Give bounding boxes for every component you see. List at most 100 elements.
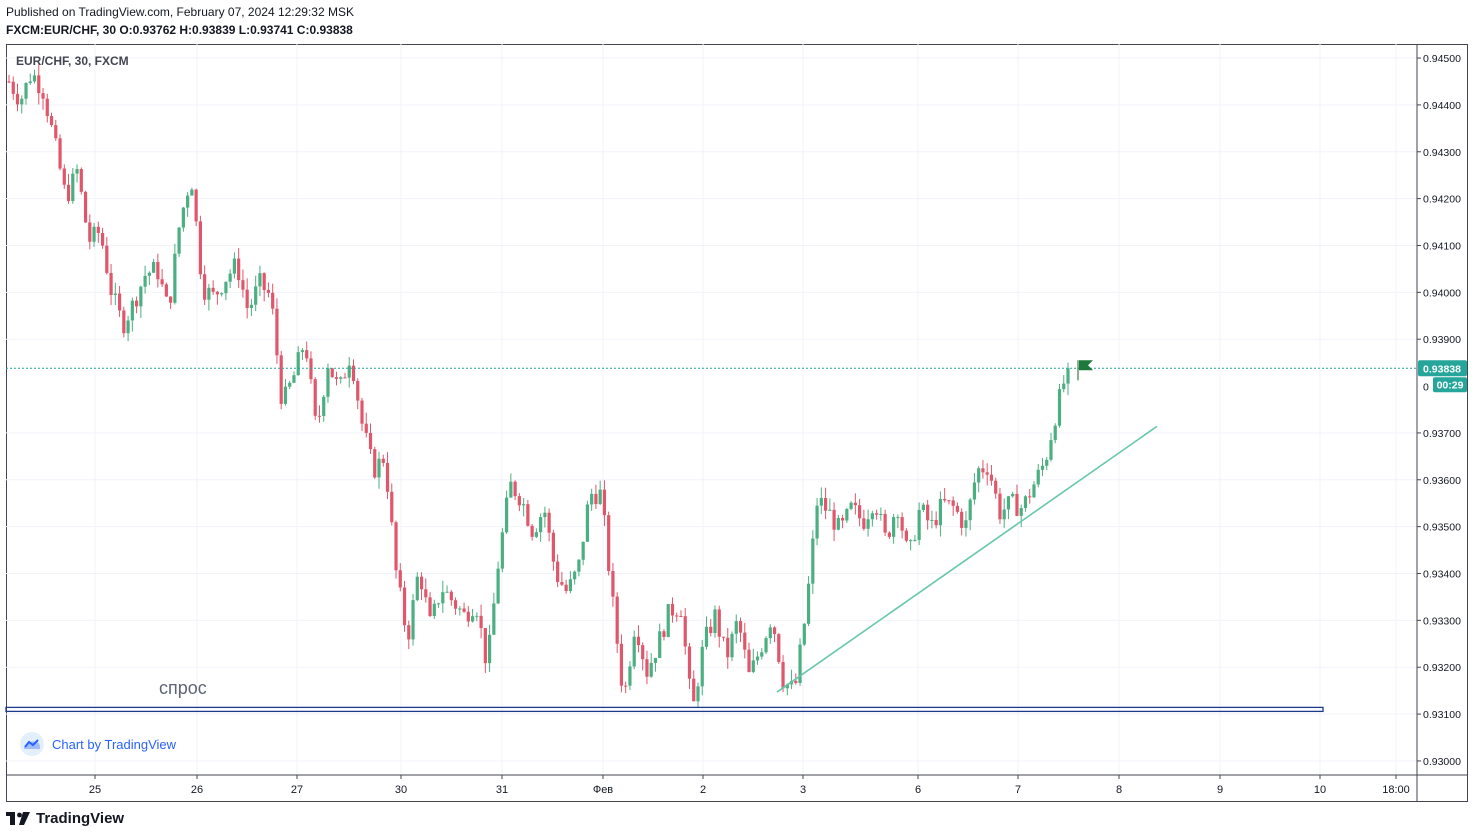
x-tick-label: 7 <box>1015 784 1021 796</box>
candle-body <box>402 587 407 626</box>
candle-body <box>909 540 913 542</box>
candle-body <box>407 625 411 640</box>
candle-body <box>62 168 66 185</box>
candle-body <box>15 93 20 105</box>
candle-body <box>696 686 700 702</box>
candle-body <box>968 499 972 521</box>
candle-body <box>547 512 551 533</box>
candle-body <box>513 481 517 497</box>
candle-body <box>1028 496 1032 498</box>
candle-body <box>815 505 819 539</box>
candle-body <box>977 468 981 483</box>
candle-body <box>390 491 394 523</box>
candle-body <box>356 380 360 401</box>
candle-body <box>768 627 772 639</box>
tradingview-logo-icon <box>6 811 30 825</box>
candle-body <box>1066 368 1070 384</box>
candle-body <box>934 519 938 526</box>
candle-body <box>836 517 840 530</box>
candle-body <box>313 379 317 416</box>
candle-body <box>972 482 977 500</box>
candle-body <box>828 509 832 511</box>
candle-body <box>245 289 249 309</box>
tradingview-badge[interactable]: Chart by TradingView <box>20 732 176 756</box>
candle-body <box>522 504 526 506</box>
countdown-badge <box>1433 377 1467 393</box>
chart-frame[interactable] <box>6 44 1468 802</box>
candle-body <box>462 608 466 612</box>
candle-body <box>228 273 232 282</box>
candle-body <box>1057 389 1062 426</box>
candle-body <box>37 75 41 94</box>
candle-body <box>415 576 419 601</box>
candle-body <box>811 538 815 584</box>
x-tick-label: 18:00 <box>1382 784 1410 796</box>
candle-body <box>849 502 853 509</box>
candle-body <box>11 81 15 94</box>
candle-body <box>364 423 368 433</box>
candle-body <box>1062 383 1066 390</box>
y-tick-label: 0.94200 <box>1423 194 1461 206</box>
y-tick-label: 0.93200 <box>1423 662 1461 674</box>
footer-brand[interactable]: TradingView <box>6 810 124 827</box>
candle-body <box>58 138 62 169</box>
candle-body <box>751 660 755 672</box>
flag-icon <box>1079 360 1093 371</box>
candle-body <box>7 81 11 83</box>
candle-body <box>738 621 743 633</box>
candle-body <box>262 273 266 290</box>
candle-body <box>432 603 436 617</box>
candle-body <box>71 173 75 202</box>
candle-body <box>419 576 424 590</box>
candle-body <box>126 320 130 334</box>
candle-body <box>224 281 228 294</box>
candle-body <box>721 636 726 638</box>
candle-body <box>470 616 475 622</box>
candle-body <box>509 481 513 498</box>
candle-body <box>543 512 547 518</box>
candle-body <box>254 286 258 305</box>
candle-body <box>143 275 147 287</box>
candle-body <box>832 509 836 530</box>
candle-body <box>1002 509 1006 520</box>
ohlc-readout: FXCM:EUR/CHF, 30 O:0.93762 H:0.93839 L:0… <box>6 23 353 37</box>
candle-body <box>624 685 628 687</box>
candle-body <box>249 304 254 309</box>
candle-body <box>309 358 313 380</box>
candle-body <box>713 609 717 634</box>
candle-body <box>475 615 479 617</box>
x-tick-label: 26 <box>191 784 203 796</box>
candle-body <box>368 432 373 450</box>
candle-body <box>675 615 679 617</box>
candle-body <box>436 603 441 605</box>
candle-body <box>147 272 151 276</box>
candle-body <box>730 633 734 658</box>
last-price-badge <box>1418 360 1467 377</box>
candle-body <box>717 609 721 637</box>
candle-body <box>458 608 462 610</box>
candle-body <box>709 626 713 634</box>
candle-body <box>734 621 738 634</box>
candle-body <box>1006 496 1011 510</box>
candle-body <box>998 493 1002 520</box>
candle-body <box>181 207 185 228</box>
candle-body <box>611 570 615 597</box>
countdown-axis-partial: 0 <box>1423 381 1429 393</box>
candle-body <box>921 504 925 510</box>
candle-body <box>173 253 177 303</box>
candle-body <box>1019 508 1023 516</box>
candle-body <box>900 517 904 531</box>
candle-body <box>581 541 585 560</box>
candle-body <box>951 500 955 506</box>
candle-body <box>441 592 445 604</box>
candle-body <box>743 632 747 650</box>
candle-body <box>866 519 870 529</box>
candle-body <box>466 611 470 622</box>
candle-body <box>109 272 113 295</box>
y-tick-label: 0.93300 <box>1423 615 1461 627</box>
candle-body <box>505 497 509 533</box>
candle-body <box>726 637 730 658</box>
candle-body <box>134 300 139 307</box>
candle-body <box>896 517 900 519</box>
